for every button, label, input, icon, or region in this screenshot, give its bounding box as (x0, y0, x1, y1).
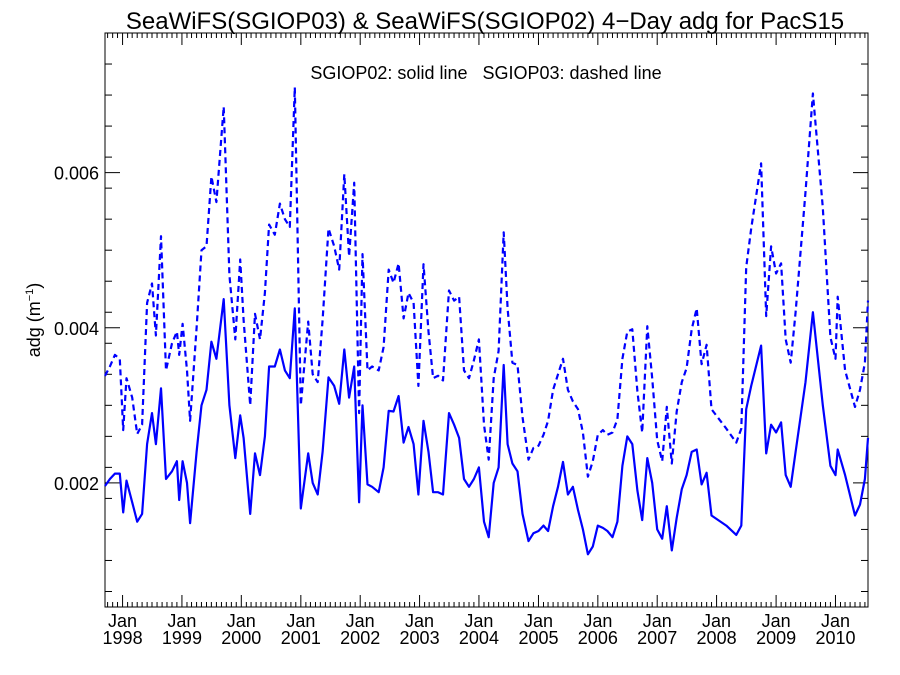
series-line-sgiop02-solid (104, 298, 870, 556)
x-tick-year-label: 2001 (281, 628, 321, 648)
x-tick-year-label: 2000 (221, 628, 261, 648)
x-tick-year-label: 2003 (400, 628, 440, 648)
plot-area (104, 32, 869, 608)
x-tick-month-label: Jan (821, 611, 850, 631)
x-tick-month-label: Jan (464, 611, 493, 631)
y-axis-label-superscript: −1 (24, 289, 36, 302)
x-tick-month-label: Jan (702, 611, 731, 631)
x-tick-year-label: 2008 (697, 628, 737, 648)
x-tick-year-label: 2007 (637, 628, 677, 648)
x-tick-year-label: 2005 (518, 628, 558, 648)
y-tick-label: 0.002 (54, 474, 99, 494)
x-tick-month-label: Jan (583, 611, 612, 631)
x-tick-year-label: 1998 (103, 628, 143, 648)
x-tick-year-label: 2010 (815, 628, 855, 648)
series-layer (104, 86, 870, 556)
x-tick-month-label: Jan (643, 611, 672, 631)
chart-title: SeaWiFS(SGIOP03) & SeaWiFS(SGIOP02) 4−Da… (126, 8, 844, 35)
x-tick-month-label: Jan (405, 611, 434, 631)
plot-frame (104, 32, 869, 608)
y-tick-label: 0.004 (54, 319, 99, 339)
x-tick-month-label: Jan (227, 611, 256, 631)
y-axis: 0.002 0.004 0.006 (54, 32, 868, 592)
x-tick-month-label: Jan (762, 611, 791, 631)
x-tick-year-label: 2006 (578, 628, 618, 648)
x-tick-month-label: Jan (346, 611, 375, 631)
x-tick-month-label: Jan (167, 611, 196, 631)
x-tick-year-label: 2009 (756, 628, 796, 648)
y-axis-label: adg (m−1) (24, 283, 44, 358)
y-axis-label-text: adg (m (24, 301, 44, 357)
x-axis: Jan1998Jan1999Jan2000Jan2001Jan2002Jan20… (103, 33, 866, 648)
x-tick-year-label: 2004 (459, 628, 499, 648)
x-tick-month-label: Jan (108, 611, 137, 631)
series-line-sgiop03-dashed (104, 86, 870, 478)
y-axis-label-close: ) (24, 283, 44, 289)
x-tick-year-label: 2002 (340, 628, 380, 648)
x-tick-month-label: Jan (286, 611, 315, 631)
x-tick-year-label: 1999 (162, 628, 202, 648)
x-tick-month-label: Jan (524, 611, 553, 631)
y-tick-label: 0.006 (54, 164, 99, 184)
chart-annotation: SGIOP02: solid line SGIOP03: dashed line (310, 63, 661, 83)
